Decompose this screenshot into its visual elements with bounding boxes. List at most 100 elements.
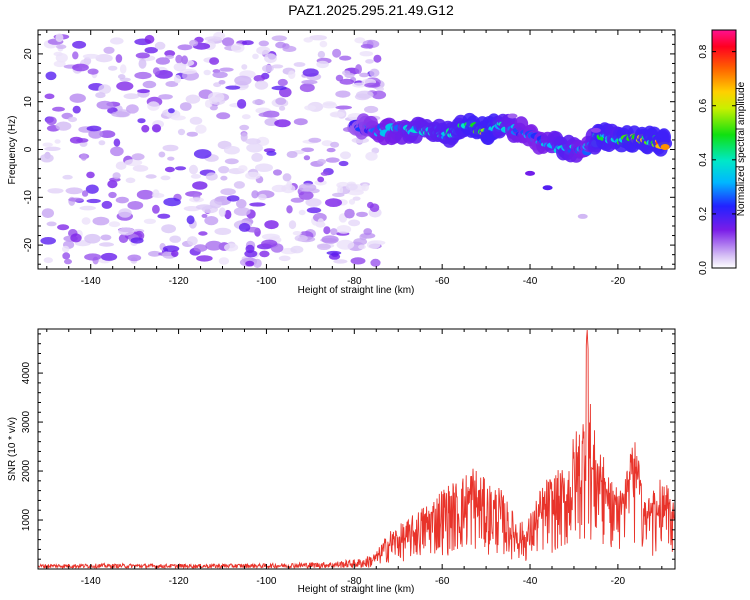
noise-cell [348,219,361,227]
noise-cell [286,205,293,214]
noise-cell [321,140,333,147]
noise-cell [174,166,187,171]
noise-cell [279,106,286,111]
noise-cell [115,54,123,63]
noise-cell [358,244,366,250]
noise-cell [314,179,327,186]
x-tick-label: -80 [347,276,362,287]
noise-cell [249,202,266,207]
noise-cell [373,54,382,63]
noise-cell [99,130,116,139]
noise-cell [80,153,88,161]
x-tick-label: -60 [435,276,450,287]
noise-cell [186,215,195,225]
noise-cell [111,111,130,118]
x-tick-label: -40 [523,576,538,587]
noise-cell [316,60,329,69]
noise-cell [245,260,255,267]
colorbar-tick-label: 0.8 [698,44,709,58]
noise-cell [110,146,124,157]
noise-cell [84,253,102,261]
noise-cell [165,81,179,87]
noise-cell [107,180,118,189]
noise-cell [301,79,318,85]
noise-cell [303,155,311,161]
noise-cell [335,74,344,82]
noise-cell [82,53,100,59]
y-tick-label: 0 [23,146,34,152]
noise-cell [293,118,308,126]
noise-cell [290,245,304,254]
noise-cell [218,257,230,265]
noise-cell [277,78,288,87]
noise-cell [245,171,261,180]
noise-cell [293,62,306,67]
noise-cell [241,114,251,120]
noise-cell [370,258,381,267]
noise-cell [317,158,326,165]
noise-cell [151,124,162,133]
noise-cell [137,89,150,94]
noise-cell [167,156,175,161]
noise-cell [356,211,368,218]
noise-cell [335,90,351,98]
noise-cell [164,50,176,57]
noise-cell [282,45,297,53]
y-tick-label: 1000 [21,508,32,531]
noise-cell [275,97,287,105]
colorbar-tick-label: 0.2 [698,207,709,221]
noise-cell [355,64,362,75]
noise-cell [179,102,192,111]
noise-cell [131,153,145,161]
noise-cell [366,240,381,249]
noise-cell [332,192,345,197]
noise-cell [233,207,251,216]
noise-cell [209,57,220,65]
colorbar: 0.0 0.2 0.4 0.6 0.8 Normalized spectral ampl… [698,29,747,275]
noise-cell [290,197,304,203]
colorbar-label: Normalized spectral amplitude [736,81,747,216]
noise-cell [359,233,368,241]
noise-cell [41,208,55,219]
noise-cell [208,92,225,102]
colorbar-gradient [711,29,737,269]
noise-cell [154,41,166,50]
noise-cell [308,137,322,143]
noise-cell [255,163,273,172]
noise-cell [160,175,171,181]
noise-cell [62,252,71,260]
x-tick-label: -140 [81,276,101,287]
noise-cell [367,201,374,209]
noise-cell [152,204,160,214]
noise-cell [337,185,344,195]
noise-cell [264,53,277,64]
noise-cell [321,235,339,244]
noise-cell [251,190,259,199]
y-tick-label: 2000 [21,459,32,482]
x-tick-label: -140 [81,576,101,587]
noise-cell [223,145,240,155]
noise-cell [169,235,181,243]
noise-cell [321,102,338,109]
x-tick-label: -100 [256,576,276,587]
noise-cell [336,225,352,234]
colorbar-tick-label: 0.6 [698,98,709,112]
noise-cell [238,222,251,232]
noise-cell [224,209,232,220]
snr-xlabel: Height of straight line (km) [298,584,415,595]
noise-cell [45,71,57,81]
y-tick-label: -20 [23,237,34,252]
noise-cell [47,188,64,194]
noise-cell [266,151,277,156]
noise-cell [299,83,315,93]
noise-cell [317,218,325,227]
noise-cell [99,242,114,247]
noise-cell [170,115,186,121]
noise-cell [195,204,213,210]
noise-cell [304,105,316,111]
noise-cell [292,231,302,236]
noise-cell [141,124,150,133]
noise-cell [253,75,266,82]
noise-cell [278,255,291,262]
noise-cell [294,234,308,242]
